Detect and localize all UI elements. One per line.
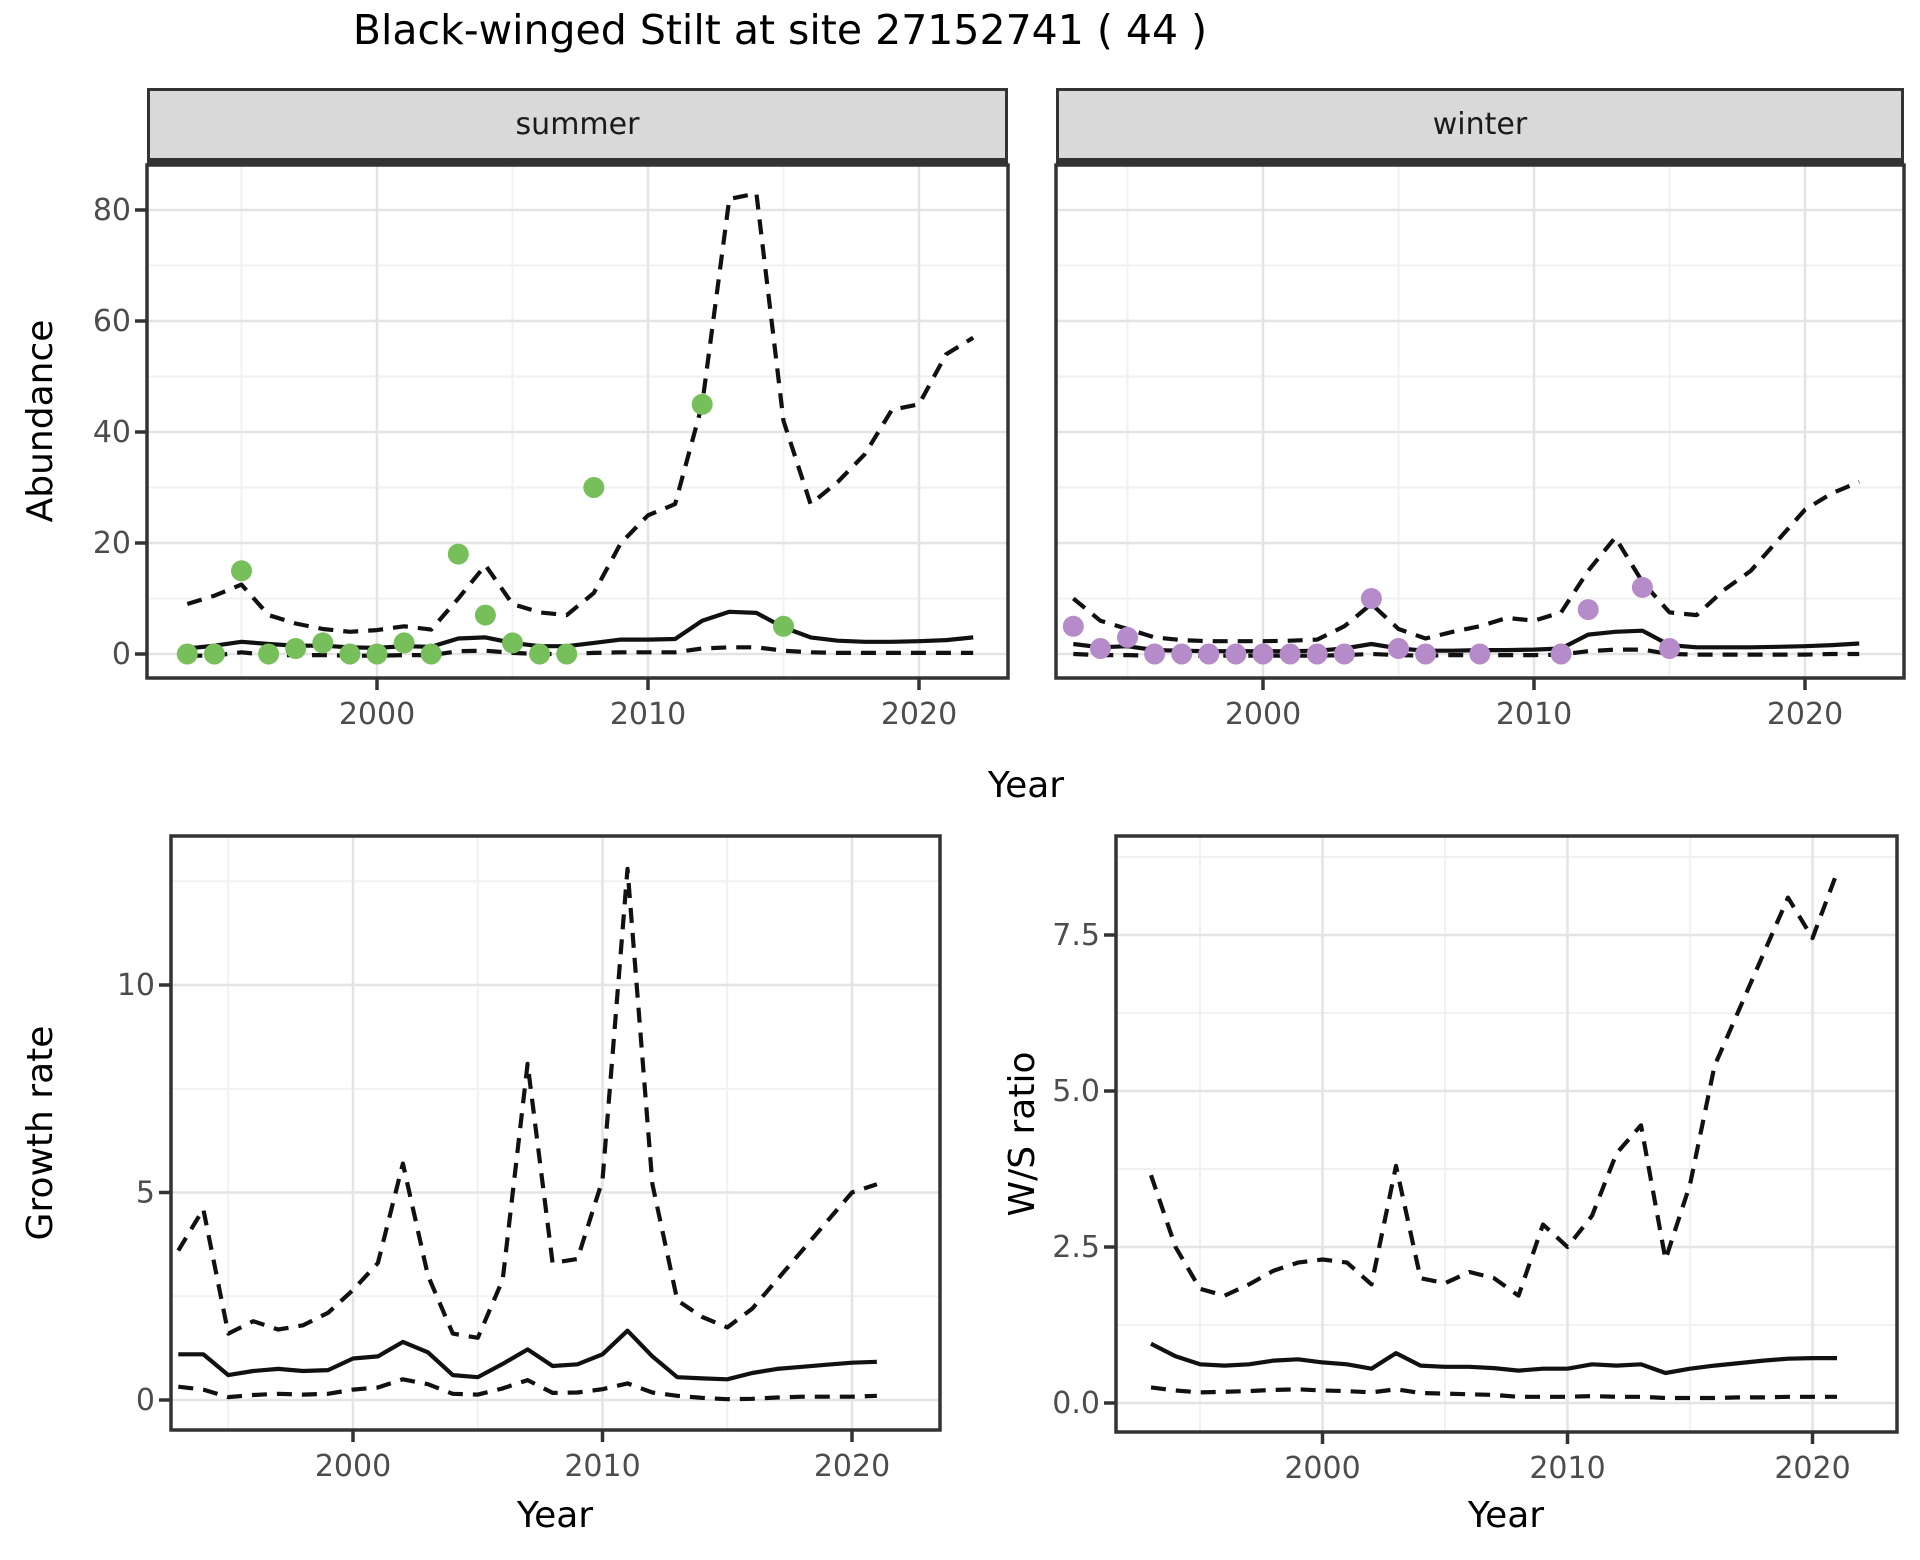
abundance_winter-observed-point (1659, 638, 1680, 659)
abundance_summer-observed-point (203, 643, 225, 665)
y-tick-label: 5 (136, 1176, 155, 1211)
abundance_winter-observed-point (1144, 643, 1166, 665)
abundance_winter-observed-point (1171, 643, 1193, 665)
growth_rate-lower_ci-line (178, 1377, 877, 1402)
y-tick-label: 80 (93, 193, 131, 228)
abundance_summer-upper_ci-line (186, 191, 975, 634)
abundance_summer-observed-point (691, 393, 713, 415)
ws_ratio-panel-border (1114, 834, 1899, 1434)
abundance_winter-observed-point (1198, 643, 1220, 665)
abundance_summer-observed-point (312, 632, 334, 654)
abundance_summer-panel-bg (147, 165, 1008, 678)
growth_rate-panel-bg (171, 836, 940, 1430)
abundance_summer-observed-point (529, 643, 551, 665)
y-tick-label: 7.5 (1052, 918, 1100, 953)
abundance_winter-observed-point (1089, 638, 1111, 659)
abundance_summer-lower_ci-line (187, 645, 974, 658)
abundance_summer-observed-point (231, 560, 252, 582)
ws_ratio-panel-bg (1116, 836, 1897, 1432)
abundance_summer-observed-point (583, 477, 605, 498)
x-axis-title-year-growth: Year (516, 1494, 594, 1536)
y-tick-label: 40 (93, 415, 131, 450)
y-tick-label: 2.5 (1052, 1230, 1100, 1265)
abundance_summer-observed-point (258, 643, 280, 665)
x-tick-label: 2010 (564, 1449, 640, 1484)
x-tick-label: 2010 (610, 697, 686, 732)
abundance_summer-observed-point (474, 604, 496, 626)
y-tick-label: 5.0 (1052, 1074, 1100, 1109)
y-axis-title-abundance: Abundance (19, 319, 61, 523)
abundance_summer-observed-point (285, 638, 307, 659)
y-axis-title-growth-rate: Growth rate (19, 1025, 61, 1241)
abundance_summer-observed-point (502, 632, 523, 654)
x-tick-label: 2000 (339, 697, 415, 732)
abundance_summer-panel-border (145, 163, 1010, 680)
facet-strip-summer: summer (147, 88, 1008, 165)
abundance_winter-observed-point (1577, 599, 1599, 621)
x-tick-label: 2020 (1774, 1451, 1850, 1486)
abundance_winter-observed-point (1252, 643, 1274, 665)
x-tick-label: 2000 (1225, 697, 1301, 732)
abundance_winter-observed-point (1306, 643, 1328, 665)
abundance_winter-observed-point (1550, 643, 1572, 665)
x-tick-label: 2000 (315, 1449, 391, 1484)
ws_ratio-lower_ci-line (1150, 1385, 1837, 1401)
abundance_winter-observed-point (1631, 576, 1653, 598)
growth_rate-mean-line (178, 1328, 877, 1382)
y-tick-label: 0 (136, 1383, 155, 1418)
y-tick-label: 20 (93, 526, 131, 561)
abundance_summer-observed-point (366, 643, 388, 665)
abundance_summer-observed-point (339, 643, 361, 665)
facet-strip-winter-label: winter (1432, 107, 1528, 142)
facet-strip-winter: winter (1056, 88, 1904, 165)
facet-strip-summer-label: summer (515, 107, 640, 142)
abundance_summer-observed-point (176, 643, 198, 665)
y-tick-label: 60 (93, 304, 131, 339)
y-tick-label: 10 (117, 968, 155, 1003)
y-tick-label: 0.0 (1052, 1386, 1100, 1421)
x-tick-label: 2000 (1284, 1451, 1360, 1486)
abundance_winter-observed-point (1062, 615, 1084, 637)
abundance_winter-panel-border (1054, 163, 1906, 680)
abundance_summer-observed-point (447, 543, 469, 565)
growth_rate-upper_ci-line (176, 866, 878, 1340)
ws_ratio-upper_ci-line (1149, 871, 1839, 1298)
y-axis-title-ws-ratio: W/S ratio (1001, 1051, 1043, 1217)
abundance_winter-observed-point (1279, 643, 1301, 665)
abundance_winter-observed-point (1333, 643, 1355, 665)
abundance_winter-upper_ci-line (1071, 480, 1860, 644)
abundance_winter-observed-point (1360, 588, 1382, 609)
page-title: Black-winged Stilt at site 27152741 ( 44… (352, 6, 1208, 54)
x-tick-label: 2020 (881, 697, 957, 732)
x-axis-title-year-ws: Year (1467, 1494, 1545, 1536)
abundance_summer-observed-point (773, 615, 794, 637)
abundance_summer-observed-point (420, 643, 442, 665)
x-tick-label: 2010 (1529, 1451, 1605, 1486)
x-tick-label: 2020 (1767, 697, 1843, 732)
x-tick-label: 2020 (814, 1449, 890, 1484)
x-tick-label: 2010 (1496, 697, 1572, 732)
abundance_winter-observed-point (1415, 643, 1437, 665)
ws_ratio-mean-line (1150, 1341, 1837, 1376)
abundance_winter-panel-bg (1056, 165, 1904, 678)
abundance_winter-observed-point (1225, 643, 1247, 665)
abundance_winter-observed-point (1117, 626, 1138, 648)
growth_rate-panel-border (169, 834, 942, 1432)
x-axis-title-year-top: Year (987, 764, 1065, 806)
abundance_summer-observed-point (556, 643, 578, 665)
abundance_winter-observed-point (1469, 643, 1491, 665)
y-tick-label: 0 (112, 637, 131, 672)
abundance_winter-observed-point (1388, 638, 1409, 659)
abundance_summer-observed-point (393, 632, 415, 654)
